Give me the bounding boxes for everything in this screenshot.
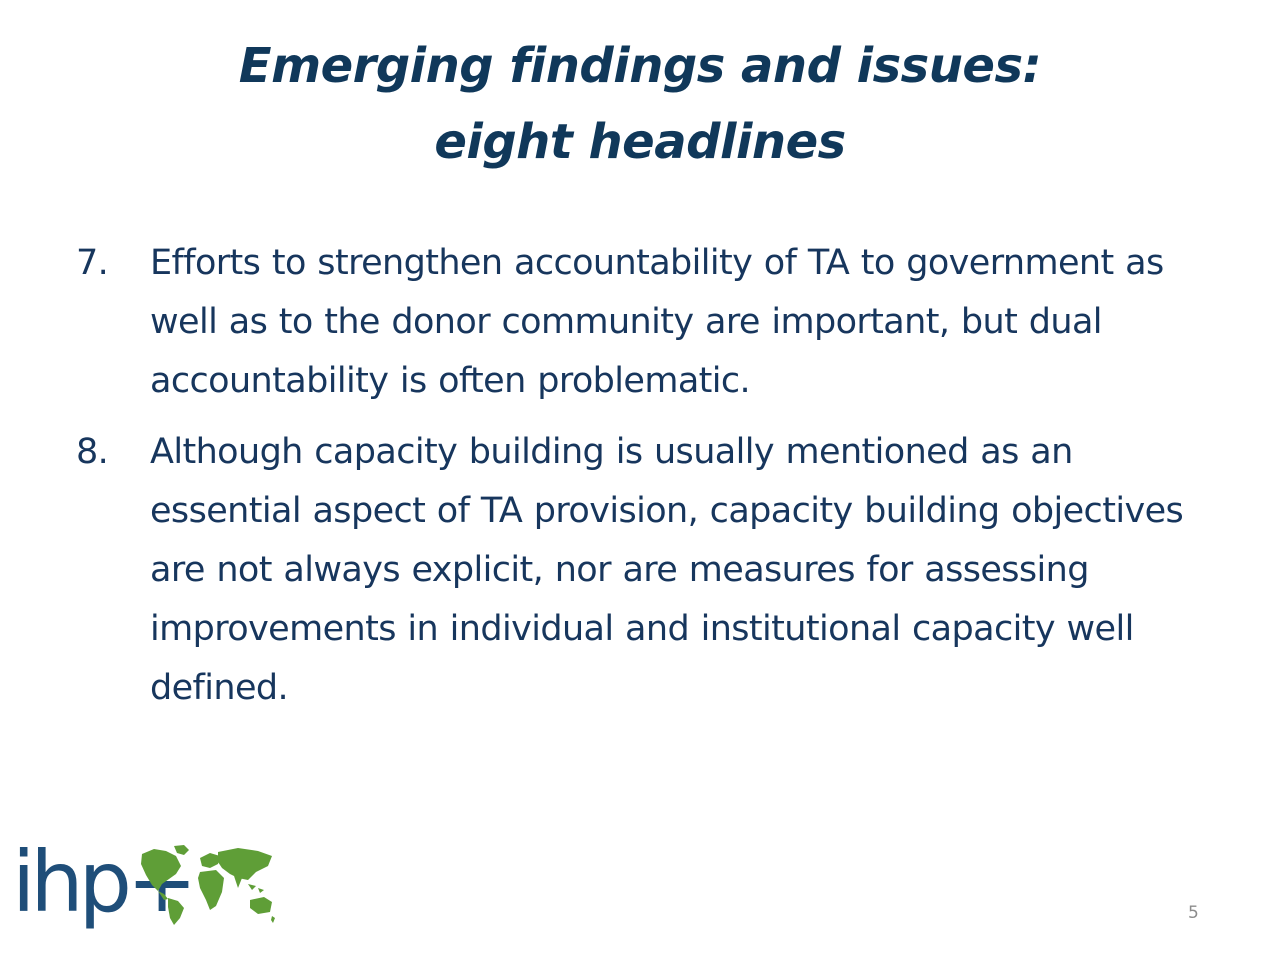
- ihp-logo: ihp+: [12, 832, 275, 952]
- headline-number: 8.: [76, 432, 109, 472]
- page-number: 5: [1188, 903, 1199, 923]
- headline-item-8: 8. Although capacity building is usually…: [76, 423, 1216, 718]
- headline-text: Efforts to strengthen accountability of …: [150, 243, 1164, 401]
- title-line-1: Emerging findings and issues:: [238, 38, 1042, 94]
- world-map-icon: [141, 845, 275, 925]
- headline-text: Although capacity building is usually me…: [150, 432, 1184, 708]
- headline-item-7: 7. Efforts to strengthen accountability …: [76, 234, 1216, 411]
- headline-list: 7. Efforts to strengthen accountability …: [76, 234, 1216, 730]
- title-line-2: eight headlines: [434, 114, 846, 170]
- headline-number: 7.: [76, 243, 109, 283]
- logo-text: ihp+: [12, 833, 197, 931]
- slide-title: Emerging findings and issues: eight head…: [0, 28, 1280, 180]
